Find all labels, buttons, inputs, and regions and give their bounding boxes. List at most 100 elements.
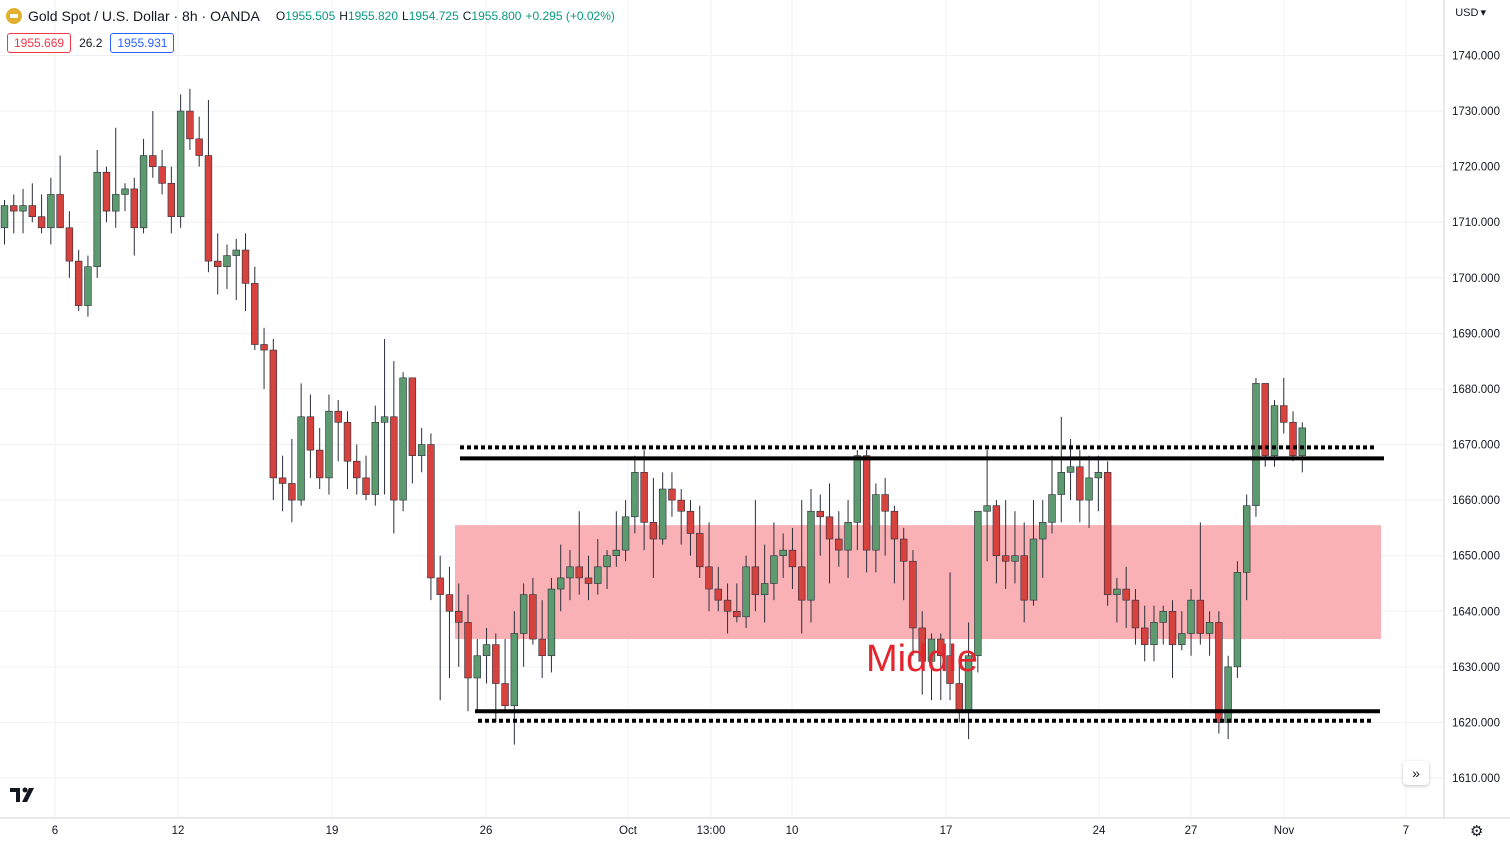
- symbol-title[interactable]: Gold Spot / U.S. Dollar · 8h · OANDA: [28, 8, 260, 24]
- candle-body: [315, 449, 324, 479]
- candle-body: [1039, 522, 1047, 540]
- candle-body: [1113, 588, 1121, 595]
- candle-body: [65, 227, 74, 262]
- candle-body: [176, 110, 185, 217]
- y-tick-label: 1680.000: [1452, 384, 1500, 396]
- tradingview-logo-icon[interactable]: [10, 786, 42, 809]
- x-tick-label: 13:00: [697, 825, 726, 837]
- sell-price-button[interactable]: 1955.669: [7, 33, 72, 53]
- candle-body: [306, 416, 315, 451]
- x-tick-label: 24: [1093, 825, 1106, 837]
- y-tick-label: 1620.000: [1452, 717, 1500, 729]
- candle-body: [881, 494, 889, 512]
- x-tick-label: Oct: [619, 825, 638, 837]
- high-value: 1955.820: [347, 9, 398, 23]
- candle-body: [621, 516, 630, 551]
- candle-body: [1289, 422, 1297, 456]
- low-value: 1954.725: [408, 9, 459, 23]
- candle-body: [1103, 472, 1112, 595]
- currency-label: USD: [1455, 6, 1479, 19]
- candle-body: [909, 560, 917, 629]
- candle-body: [241, 249, 250, 284]
- candle-body: [223, 255, 231, 267]
- candle-body: [529, 594, 537, 640]
- middle-zone: [455, 525, 1381, 640]
- candle-body: [779, 549, 787, 556]
- middle-zone-rect: [455, 525, 1381, 640]
- candle-body: [955, 683, 964, 712]
- candle-body: [742, 566, 750, 618]
- y-tick-label: 1740.000: [1452, 51, 1500, 63]
- candle-body: [214, 260, 222, 267]
- candle-body: [56, 194, 64, 229]
- candle-body: [1011, 555, 1019, 562]
- candle-body: [1280, 405, 1288, 423]
- candle-body: [1178, 633, 1186, 645]
- y-tick-label: 1630.000: [1452, 662, 1500, 674]
- range-lines: [460, 445, 1384, 723]
- candle-body: [380, 416, 389, 423]
- candle-body: [1233, 572, 1242, 668]
- y-tick-label: 1640.000: [1452, 606, 1500, 618]
- candle-body: [204, 155, 213, 262]
- buy-price-button[interactable]: 1955.931: [110, 33, 175, 53]
- settings-gear-icon[interactable]: ⚙: [1470, 823, 1484, 840]
- x-tick-label: 26: [480, 825, 493, 837]
- candle-body: [47, 194, 55, 229]
- spread-value: 26.2: [79, 36, 103, 50]
- candle-body: [825, 516, 834, 540]
- candle-body: [770, 555, 778, 584]
- x-tick-label: 12: [172, 825, 185, 837]
- candle-body: [566, 566, 574, 579]
- candle-body: [93, 171, 101, 267]
- candle-body: [1196, 599, 1205, 634]
- candle-body: [862, 455, 871, 551]
- chevron-down-icon: ▾: [1480, 7, 1486, 19]
- candle-body: [417, 444, 426, 456]
- candle-body: [992, 505, 1001, 556]
- candle-body: [297, 416, 305, 501]
- x-tick-label: 27: [1185, 825, 1198, 837]
- candle-body: [677, 499, 685, 512]
- candle-body: [1122, 588, 1130, 601]
- candle-body: [974, 510, 982, 657]
- candle-body: [325, 410, 333, 479]
- close-value: 1955.800: [471, 9, 522, 23]
- candle-body: [1270, 405, 1279, 456]
- candle-body: [408, 377, 417, 456]
- candle-body: [1066, 466, 1075, 473]
- candle-body: [899, 538, 908, 562]
- candle-body: [186, 110, 194, 140]
- candle-body: [1150, 622, 1158, 645]
- candle-body: [1215, 622, 1223, 723]
- y-tick-label: 1730.000: [1452, 106, 1500, 118]
- y-tick-label: 1720.000: [1452, 162, 1500, 174]
- candle-body: [353, 460, 361, 479]
- candle-body: [482, 644, 491, 657]
- candle-body: [139, 155, 148, 229]
- y-tick-label: 1710.000: [1452, 217, 1500, 229]
- scroll-to-realtime-button[interactable]: »: [1403, 761, 1429, 785]
- candle-body: [1242, 505, 1251, 573]
- candle-body: [1141, 627, 1149, 645]
- candle-body: [575, 566, 583, 579]
- open-label: O: [275, 9, 286, 23]
- candle-body: [640, 472, 648, 523]
- candle-body: [492, 644, 500, 684]
- y-tick-label: 1700.000: [1452, 273, 1500, 285]
- y-tick-label: 1690.000: [1452, 328, 1500, 340]
- currency-selector[interactable]: USD ▾: [1455, 6, 1486, 20]
- x-tick-label: 7: [1403, 825, 1409, 837]
- x-tick-label: 6: [52, 825, 58, 837]
- candle-body: [37, 216, 46, 229]
- candle-body: [1224, 666, 1232, 723]
- candle-body: [0, 205, 9, 229]
- candle-body: [631, 472, 639, 518]
- candle-body: [473, 655, 481, 679]
- candle-body: [1085, 477, 1093, 501]
- x-tick-label: 10: [786, 825, 799, 837]
- candle-body: [751, 566, 760, 595]
- symbol-header: Gold Spot / U.S. Dollar · 8h · OANDA O 19…: [6, 8, 615, 24]
